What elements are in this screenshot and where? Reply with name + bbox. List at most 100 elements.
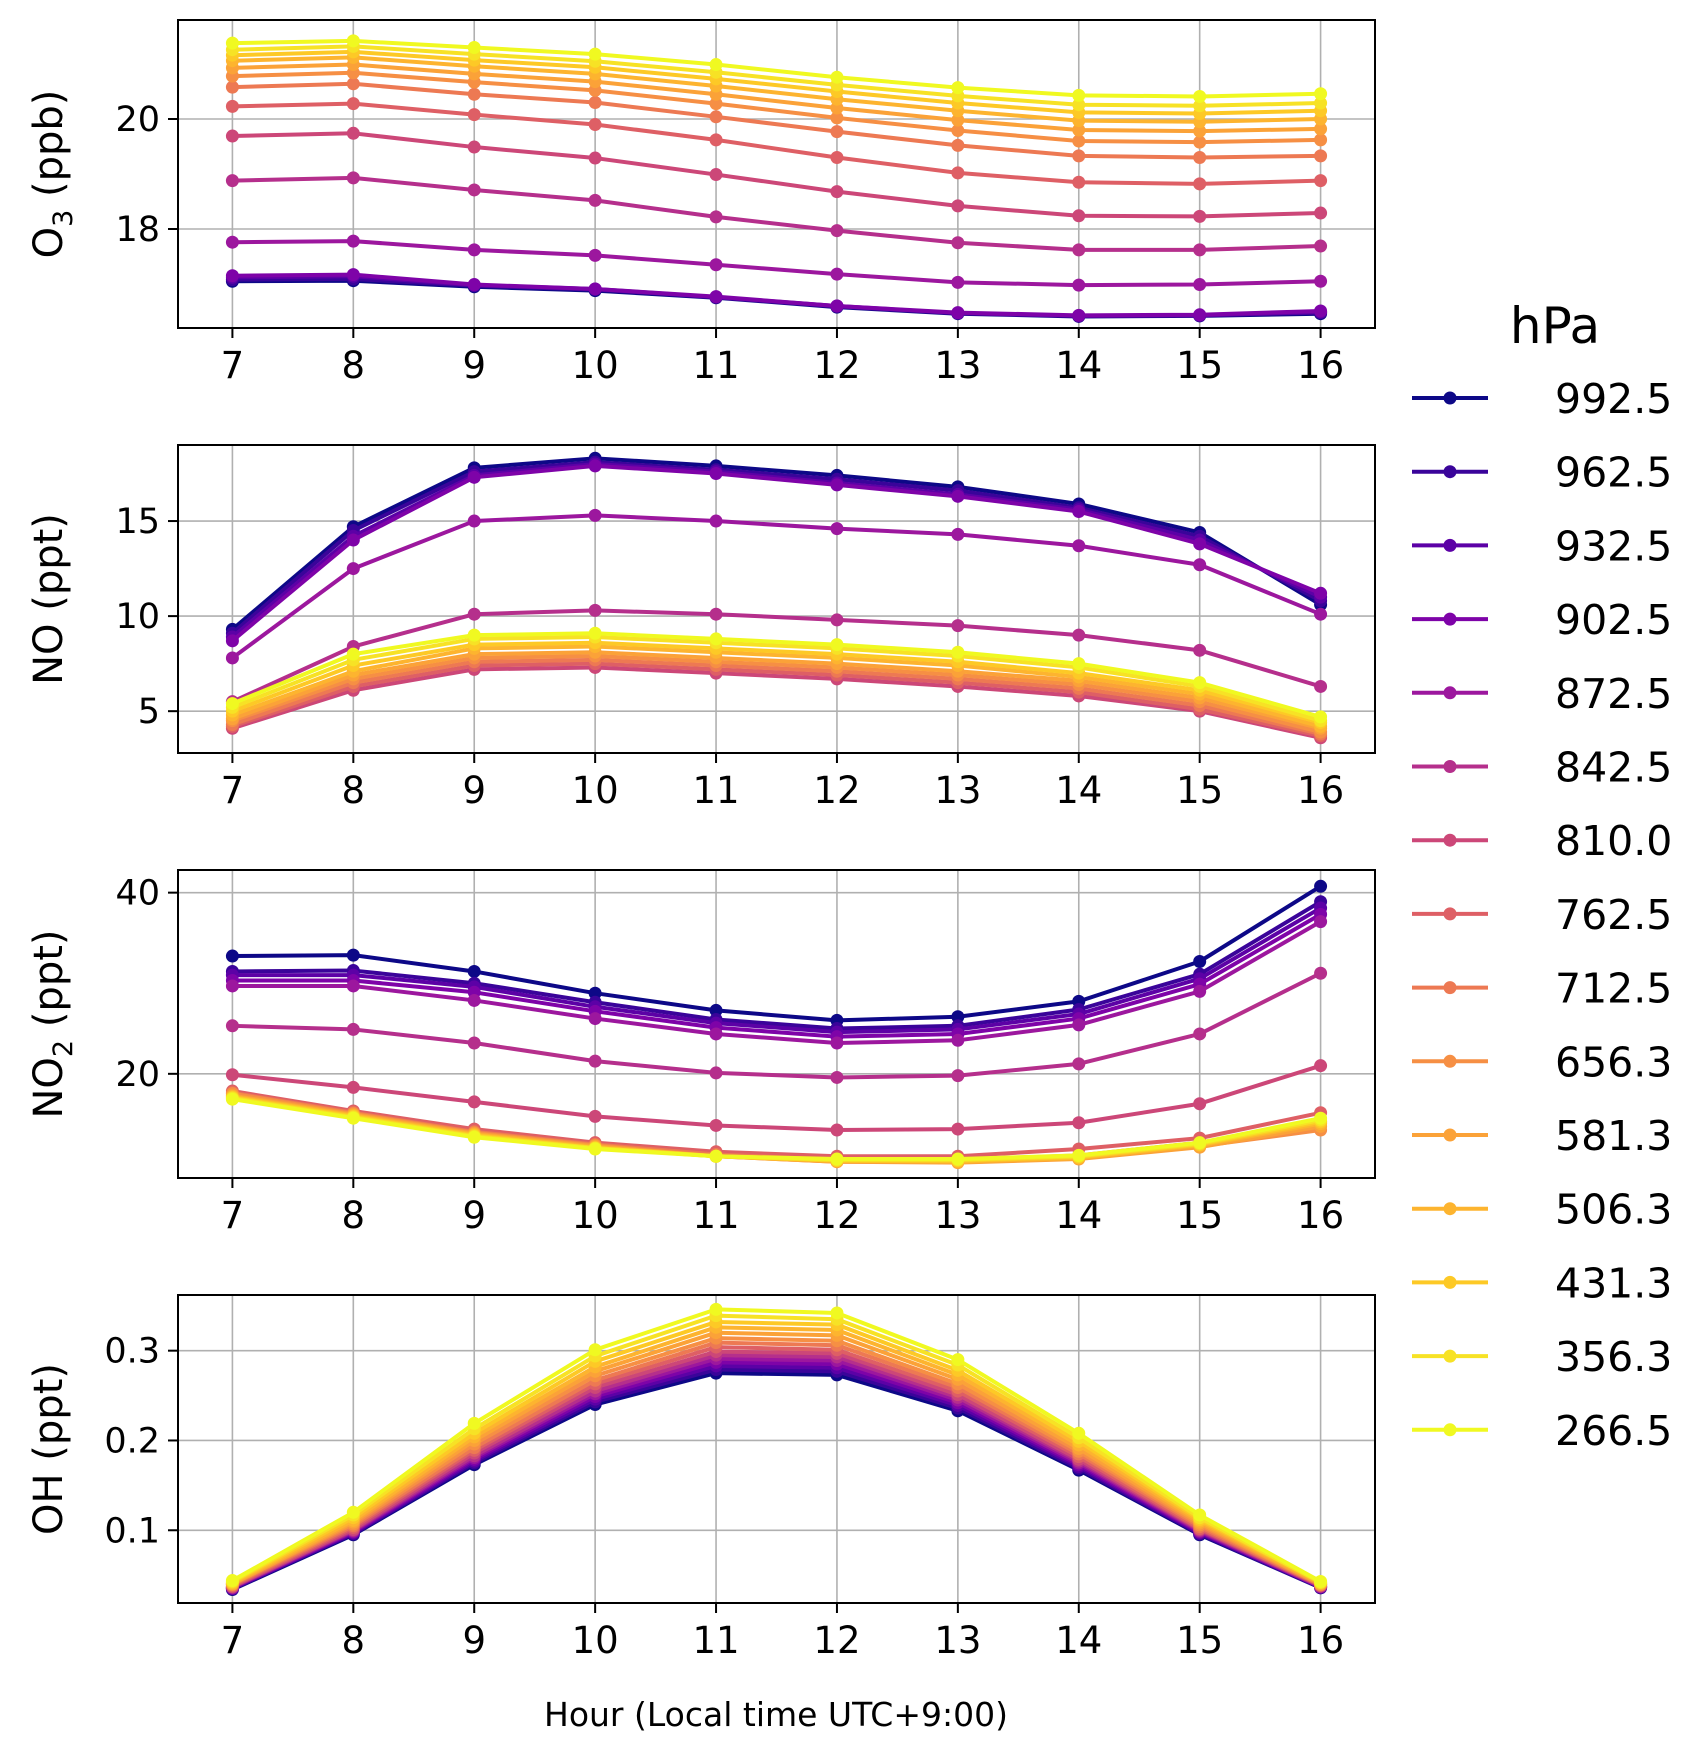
data-point [709, 514, 723, 528]
data-point [346, 1505, 360, 1519]
series-group [225, 1302, 1328, 1597]
series-line-431.3 [231, 640, 1322, 725]
legend-item-656.3: 656.3 [1412, 1038, 1672, 1086]
data-point [1072, 243, 1086, 257]
data-point [346, 171, 360, 185]
data-point [1314, 206, 1328, 220]
x-tick-label: 13 [934, 344, 981, 387]
y-axis-label: NO2 (ppt) [26, 930, 79, 1119]
data-point [1072, 209, 1086, 223]
x-tick-label: 9 [462, 769, 486, 812]
data-point [1314, 679, 1328, 693]
legend-item-266.5: 266.5 [1412, 1407, 1672, 1455]
data-point [346, 948, 360, 962]
data-point [225, 651, 239, 665]
legend-item-712.5: 712.5 [1412, 965, 1672, 1013]
legend-label: 842.5 [1555, 744, 1672, 792]
series-line-431.3 [232, 49, 1321, 116]
data-point [467, 607, 481, 621]
legend-item-506.3: 506.3 [1412, 1186, 1672, 1234]
x-tick-label: 7 [221, 1619, 245, 1662]
y-tick-label: 0.2 [104, 1421, 160, 1461]
data-point [225, 235, 239, 249]
data-point [1193, 308, 1207, 322]
data-point [1193, 243, 1207, 257]
x-tick-label: 7 [221, 344, 245, 387]
data-point [467, 108, 481, 122]
data-point [467, 993, 481, 1007]
data-point [1072, 657, 1086, 671]
y-tick-label: 0.3 [104, 1332, 160, 1372]
data-point [1193, 89, 1207, 103]
panel-o3: 7 8 9 10 11 12 13 14 15 16 18 20 O3 (ppb) [26, 19, 1376, 387]
legend-item-902.5: 902.5 [1412, 596, 1672, 644]
data-point [1072, 278, 1086, 292]
legend-marker [1443, 907, 1457, 921]
data-point [225, 1574, 239, 1588]
series-line-762.5 [231, 661, 1322, 738]
legend-marker [1443, 833, 1457, 847]
data-point [588, 118, 602, 131]
data-point [709, 632, 723, 646]
legend-marker [1443, 391, 1457, 405]
y-tick-label: 18 [115, 210, 160, 250]
series-line-902.5 [232, 272, 1321, 318]
series-line-581.3 [232, 62, 1321, 134]
data-point [709, 97, 723, 111]
data-point [467, 1130, 481, 1144]
data-point [1314, 133, 1328, 147]
x-tick-label: 10 [572, 769, 619, 812]
y-tick-label: 0.1 [104, 1511, 160, 1551]
data-point [830, 111, 844, 125]
data-point [467, 1416, 481, 1430]
series-line-431.3 [231, 1319, 1322, 1585]
x-tick-label: 8 [342, 1619, 366, 1662]
data-point [467, 470, 481, 484]
series-line-506.3 [231, 1325, 1322, 1586]
data-point [588, 282, 602, 296]
data-point [951, 124, 965, 138]
data-point [709, 607, 723, 621]
series-line-932.5 [232, 906, 1322, 1035]
data-point [709, 258, 723, 272]
data-point [467, 278, 481, 292]
data-point [1314, 149, 1328, 163]
data-point [709, 290, 723, 304]
data-point [1314, 1059, 1328, 1073]
x-tick-label: 10 [572, 1619, 619, 1662]
x-tick-label: 15 [1176, 769, 1223, 812]
legend-title: hPa [1510, 297, 1600, 355]
x-tick-label: 8 [342, 344, 366, 387]
series-line-356.3 [232, 44, 1321, 108]
data-point [830, 151, 844, 164]
data-point [588, 626, 602, 640]
data-point [709, 1302, 723, 1316]
data-point [588, 1109, 602, 1123]
data-point [1314, 879, 1328, 893]
series-line-506.3 [232, 55, 1321, 124]
data-point [467, 140, 481, 154]
x-axis-label: Hour (Local time UTC+9:00) [544, 1695, 1008, 1734]
legend-label: 581.3 [1555, 1112, 1672, 1160]
legend-item-872.5: 872.5 [1412, 670, 1672, 718]
legend-marker [1443, 760, 1457, 773]
y-tick-label: 15 [115, 502, 160, 542]
data-point [830, 299, 844, 313]
data-point [1314, 87, 1328, 101]
data-point [709, 133, 723, 147]
data-point [1314, 915, 1328, 929]
data-point [225, 1019, 239, 1033]
data-point [588, 508, 602, 522]
data-point [951, 236, 965, 250]
data-point [951, 1152, 965, 1166]
x-tick-label: 15 [1176, 1619, 1223, 1662]
data-point [951, 138, 965, 152]
data-point [830, 613, 844, 627]
data-point [1193, 124, 1207, 138]
data-point [225, 174, 239, 188]
data-point [951, 1010, 965, 1024]
series-line-581.3 [231, 1330, 1322, 1586]
y-axis-label: NO (ppt) [26, 513, 72, 685]
data-point [830, 522, 844, 536]
